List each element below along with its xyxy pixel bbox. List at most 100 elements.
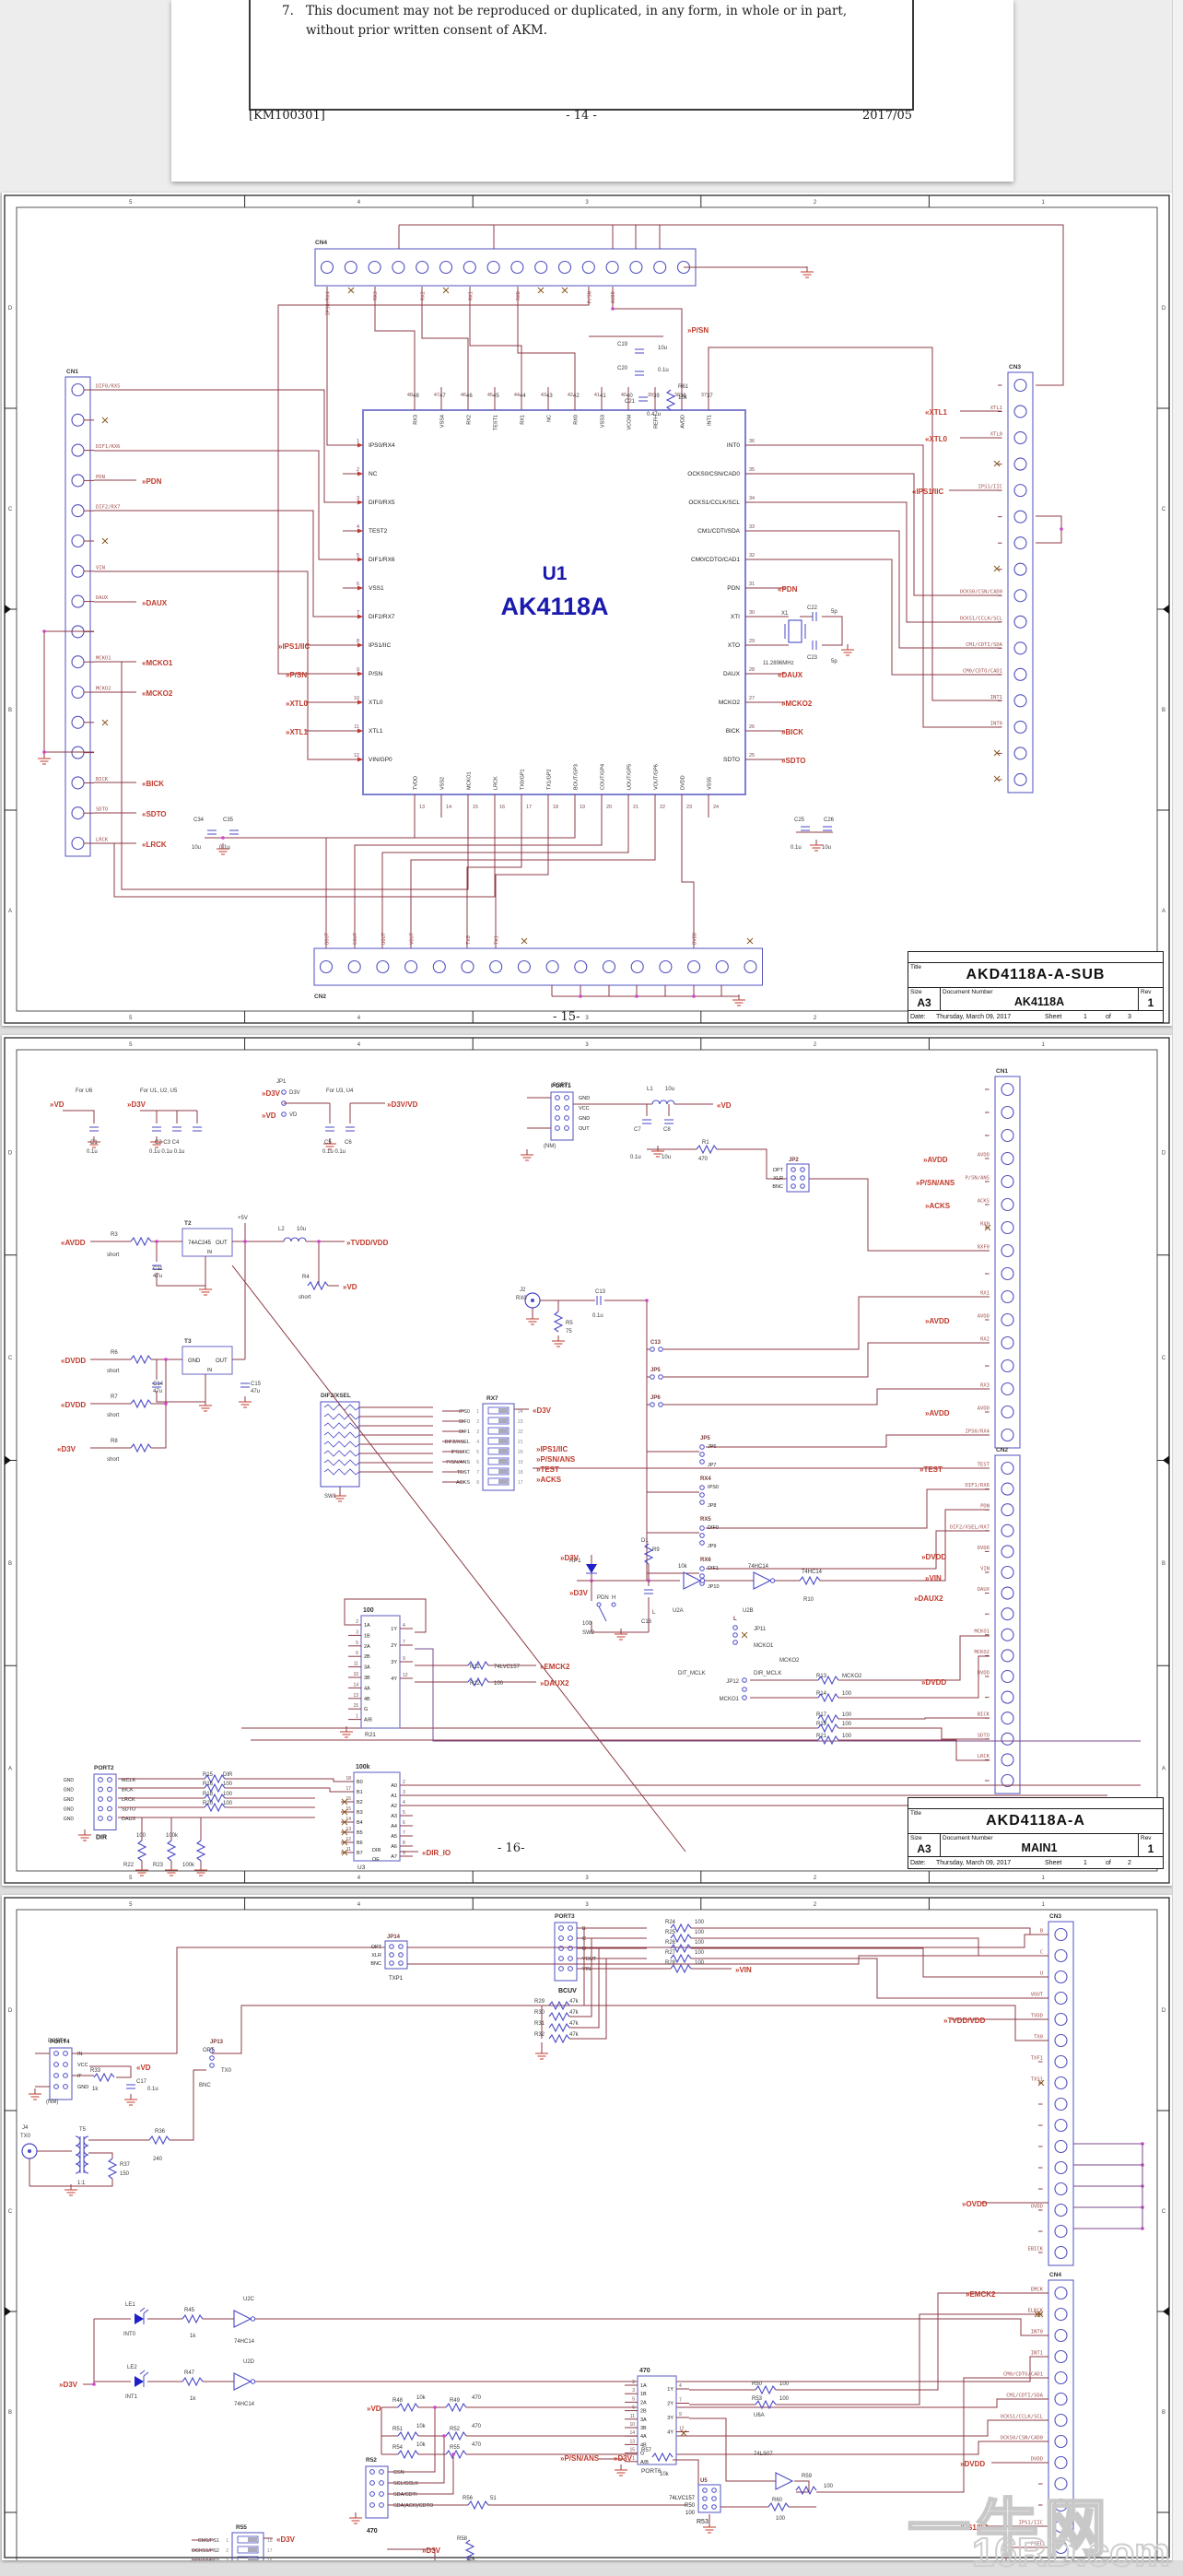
- connector-pin: [687, 959, 701, 974]
- part-label: 51: [490, 2496, 497, 2501]
- text-label: 74AC245: [188, 1241, 212, 1246]
- header-pin: [63, 2051, 68, 2056]
- part-label: R23: [153, 1863, 164, 1868]
- connector-pin: [1054, 2097, 1068, 2111]
- dip-row-label: DIF2/XSEL: [444, 1440, 470, 1445]
- pin-name: 3Y: [391, 1660, 397, 1665]
- jumper-pin: [742, 1677, 747, 1683]
- pin-name: 3B: [364, 1676, 370, 1681]
- doc-number-label: Document Number: [943, 989, 993, 995]
- part-label: R3: [111, 1232, 118, 1238]
- header-pin: [568, 1956, 573, 1961]
- dip-slider: [498, 1479, 508, 1484]
- jumper-row-label: BNC: [772, 1184, 783, 1190]
- pin-name: G: [364, 1707, 368, 1712]
- connector-pin: [1054, 2224, 1068, 2239]
- scrollbar-track[interactable]: [1172, 0, 1183, 2560]
- resistor: [670, 1963, 692, 1974]
- wire: [315, 1778, 341, 1782]
- pin-name: 1Y: [667, 2387, 673, 2393]
- no-connect-icon: [101, 537, 109, 545]
- jumper-pin: [389, 1952, 394, 1958]
- pin-number: 6: [356, 1651, 358, 1656]
- part-label: R53: [752, 2396, 763, 2402]
- connector-pin: [1013, 484, 1027, 498]
- part-label: 10u: [192, 845, 201, 851]
- part-label: R4: [302, 1275, 310, 1280]
- pin-number: 1: [632, 2456, 635, 2462]
- dip-slider: [237, 2546, 259, 2554]
- part-label: R54: [392, 2445, 404, 2451]
- net-name: RX3: [980, 1383, 990, 1389]
- resistor: [670, 1953, 692, 1964]
- part-label: BNC: [199, 2083, 211, 2088]
- connector-pin: [1054, 2540, 1068, 2555]
- part-label: C15: [251, 1382, 262, 1387]
- net-arrow-label: «AVDD: [61, 1239, 86, 1247]
- jumper-pin: [281, 1089, 287, 1095]
- zone-label: C: [8, 507, 13, 512]
- net-arrow-label: «DIR_IO: [422, 1849, 451, 1857]
- part-label: J4: [22, 2125, 29, 2131]
- header-pin: [107, 1777, 112, 1782]
- zone-label: 3: [585, 1016, 589, 1021]
- jumper-ref: JP5: [650, 1368, 661, 1373]
- pin-name: CM1/CDTI/SDA: [697, 528, 741, 535]
- connector-pin: [517, 959, 531, 974]
- part-label: X1: [781, 611, 789, 617]
- part-label: 0.1u: [791, 845, 802, 851]
- junction-dot: [579, 994, 582, 998]
- resistor: [670, 1933, 692, 1944]
- connector-pin: [1013, 405, 1027, 418]
- wire: [838, 1635, 990, 1681]
- net-name: PDN: [96, 475, 105, 480]
- pin-number: 2: [403, 1780, 405, 1785]
- nm-note: (NM): [544, 1144, 556, 1149]
- connector-pin: [1001, 1405, 1014, 1419]
- net-name: RX0: [516, 291, 521, 300]
- part-label: MCKO2: [842, 1674, 862, 1679]
- wire: [170, 2069, 206, 2141]
- pin-name: A7: [391, 1854, 397, 1860]
- wire: [591, 1621, 649, 1633]
- pin-number: 8: [403, 1841, 405, 1846]
- header-caption: DIR: [96, 1835, 107, 1841]
- part-label: C35: [223, 817, 234, 823]
- part-label: short: [107, 1413, 120, 1418]
- part-label: R14: [816, 1691, 827, 1697]
- net-arrow-label: »P/SN: [286, 671, 307, 679]
- pin-name: PDN: [727, 585, 740, 592]
- zone-label: D: [8, 2008, 13, 2014]
- pin-number: 11: [346, 1847, 351, 1853]
- connector-pin: [1001, 1105, 1014, 1120]
- pin-name: TVDD: [414, 776, 419, 790]
- jumper-ref: RX6: [700, 1558, 711, 1563]
- jumper-pin: [699, 1573, 705, 1579]
- connector-pin: [1013, 667, 1027, 681]
- size-value: A3: [917, 996, 931, 1009]
- led-icon: [135, 2376, 144, 2387]
- part-label: 75: [566, 1329, 572, 1335]
- connector-pin: [1054, 1948, 1068, 1963]
- net-arrow-label: »AVDD: [925, 1317, 950, 1325]
- header-pin: [568, 1925, 573, 1931]
- pin-number: 23: [686, 805, 692, 810]
- connector-pin: [486, 260, 500, 275]
- regulator-body: [182, 1228, 233, 1257]
- wire: [407, 1955, 1048, 1965]
- net-arrow-label: »EMCK2: [966, 2290, 996, 2299]
- crystal: [788, 619, 802, 643]
- net-arrow-label: »TEST: [536, 1465, 559, 1474]
- pin-number: 12: [679, 2427, 685, 2432]
- connector-pin: [1001, 1359, 1014, 1373]
- part-label: 74LS07: [754, 2452, 773, 2457]
- net-name: RX1: [980, 1291, 990, 1297]
- pin-number: 11: [354, 1662, 358, 1667]
- text-label: 44: [520, 394, 526, 399]
- wire: [809, 1178, 990, 1252]
- jumper-pin: [800, 1183, 805, 1189]
- pin-number: 7: [476, 1470, 479, 1476]
- net-name: LRCK: [978, 1754, 990, 1759]
- net-arrow-label: «SDTO: [142, 810, 167, 818]
- inverter-bubble: [699, 1578, 706, 1583]
